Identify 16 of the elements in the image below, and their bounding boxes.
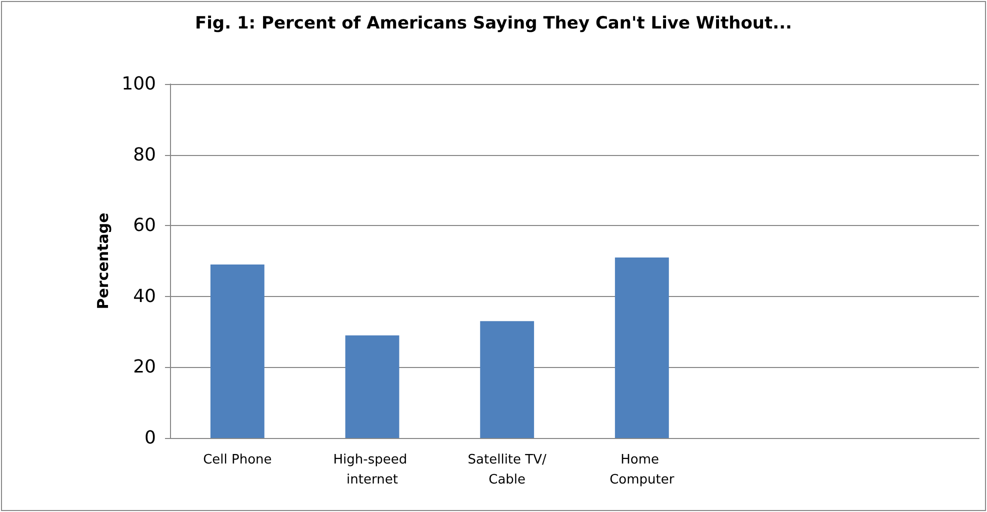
bar bbox=[614, 257, 669, 438]
x-tick-label: High-speed internet bbox=[333, 452, 412, 488]
x-tick-label: Cell Phone bbox=[203, 452, 272, 468]
y-tick-label: 60 bbox=[133, 215, 156, 236]
x-tick-label: Home Computer bbox=[610, 452, 675, 488]
bar bbox=[480, 321, 534, 438]
y-tick-label: 0 bbox=[144, 428, 156, 448]
bar bbox=[345, 335, 400, 438]
bar bbox=[210, 264, 264, 438]
y-tick-label: 100 bbox=[122, 74, 156, 94]
y-tick-label: 40 bbox=[133, 286, 156, 307]
y-tick-label: 20 bbox=[133, 356, 156, 378]
x-tick-label: Satellite TV/Cable bbox=[468, 452, 547, 488]
y-axis-title: Percentage bbox=[94, 212, 112, 310]
y-tick-label: 80 bbox=[133, 144, 156, 166]
chart-title: Fig. 1: Percent of Americans Saying They Can't Live Without... bbox=[194, 14, 792, 34]
